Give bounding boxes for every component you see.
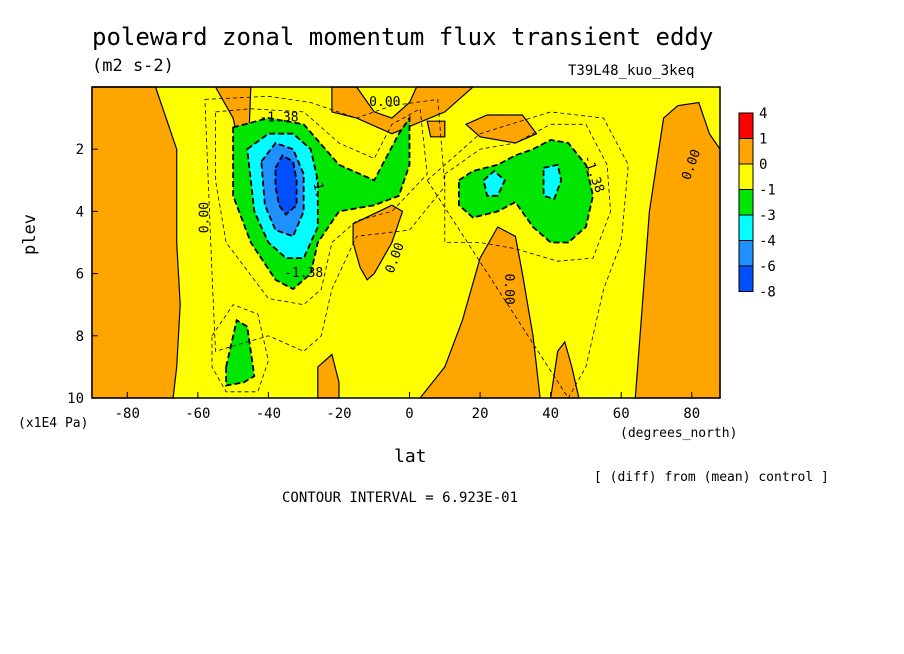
x-tick-label-0: -80 — [115, 406, 140, 422]
x-axis-units: (degrees_north) — [620, 426, 738, 441]
colorbar: 4 1 0 -1 -3 -4 -6 -8 — [738, 106, 776, 301]
colorbar-label-3: -1 — [759, 183, 776, 199]
x-tick-label-6: 40 — [542, 406, 559, 422]
contour-label-6: -1.38 — [579, 153, 606, 195]
region-orange-9 — [634, 101, 721, 399]
y-tick-label-1: 4 — [76, 204, 84, 220]
region-orange-3 — [426, 120, 446, 138]
chart-units: (m2 s-2) — [92, 56, 174, 76]
contour-label-3: 0.00 — [369, 95, 400, 110]
y-tick-label-2: 6 — [76, 267, 84, 283]
colorbar-swatch-3 — [738, 189, 754, 216]
dashed-contour-4 — [211, 304, 269, 393]
x-tick-label-3: -20 — [326, 406, 351, 422]
axes: -80 -60 -40 -20 0 20 40 60 80 2 4 6 8 10 — [67, 142, 700, 422]
background-fill — [92, 87, 720, 398]
region-orange-2 — [331, 86, 475, 135]
region-orange-4 — [464, 114, 538, 144]
x-tick-label-7: 60 — [613, 406, 630, 422]
region-orange-7 — [550, 340, 580, 399]
x-tick-label-2: -40 — [256, 406, 281, 422]
region-blue-17 — [274, 154, 298, 216]
colorbar-label-7: -8 — [759, 285, 776, 301]
x-tick-label-5: 20 — [472, 406, 489, 422]
dashed-contour-3 — [426, 111, 629, 399]
region-cyan-15 — [542, 163, 563, 201]
x-tick-label-8: 80 — [683, 406, 700, 422]
colorbar-swatch-1 — [738, 138, 754, 165]
colorbar-label-2: 0 — [759, 157, 767, 173]
dashed-contour-1 — [204, 95, 446, 352]
region-orange-8 — [317, 353, 340, 399]
region-orange-5 — [352, 204, 404, 281]
colorbar-swatch-2 — [738, 163, 754, 190]
y-tick-label-0: 2 — [76, 142, 84, 158]
contour-label-8: -1. — [308, 174, 327, 200]
y-tick-label-4: 10 — [67, 391, 84, 407]
colorbar-swatch-0 — [738, 112, 754, 139]
chart-title: poleward zonal momentum flux transient e… — [92, 23, 714, 51]
region-orange-6 — [418, 226, 541, 399]
dashed-contour-0 — [215, 108, 428, 306]
dashed-contour-2 — [444, 123, 612, 262]
contour-fills — [91, 86, 721, 399]
contour-label-0: 0.00 — [197, 202, 212, 233]
diff-note: [ (diff) from (mean) control ] — [594, 470, 829, 485]
region-cyan-13 — [246, 132, 319, 260]
plot-frame — [91, 86, 721, 399]
dashed-contours — [204, 95, 629, 399]
contour-label-7: 0.00 — [679, 148, 704, 183]
x-tick-label-4: 0 — [405, 406, 413, 422]
colorbar-swatch-4 — [738, 214, 754, 241]
region-green-12 — [225, 318, 256, 387]
contour-label-1: -1.38 — [259, 111, 298, 126]
region-orange-1 — [92, 86, 252, 181]
contour-label-5: 0.00 — [501, 273, 516, 304]
run-label: T39L48_kuo_3keq — [568, 63, 695, 79]
contour-labels: 0.00 -1.38 -1.38 0.00 0.00 0.00 -1.38 0.00 -1. — [197, 95, 704, 305]
contour-interval: CONTOUR INTERVAL = 6.923E-01 — [282, 490, 519, 506]
y-tick-label-3: 8 — [76, 329, 84, 345]
contour-label-2: -1.38 — [284, 266, 323, 281]
colorbar-label-6: -6 — [759, 259, 776, 275]
x-axis-label: lat — [394, 446, 427, 467]
y-axis-units: (x1E4 Pa) — [18, 416, 89, 431]
y-axis-label: plev — [20, 214, 40, 255]
region-cyan-14 — [482, 169, 506, 197]
region-green-11 — [457, 138, 594, 244]
colorbar-swatch-6 — [738, 265, 754, 292]
region-lightblue-16 — [260, 141, 305, 238]
colorbar-label-4: -3 — [759, 208, 776, 224]
colorbar-label-5: -4 — [759, 234, 776, 250]
colorbar-label-0: 4 — [759, 106, 767, 122]
contour-label-4: 0.00 — [383, 241, 408, 276]
colorbar-swatch-5 — [738, 240, 754, 267]
x-tick-label-1: -60 — [185, 406, 210, 422]
region-green-10 — [232, 115, 411, 291]
region-orange-0 — [91, 86, 181, 399]
colorbar-label-1: 1 — [759, 132, 767, 148]
